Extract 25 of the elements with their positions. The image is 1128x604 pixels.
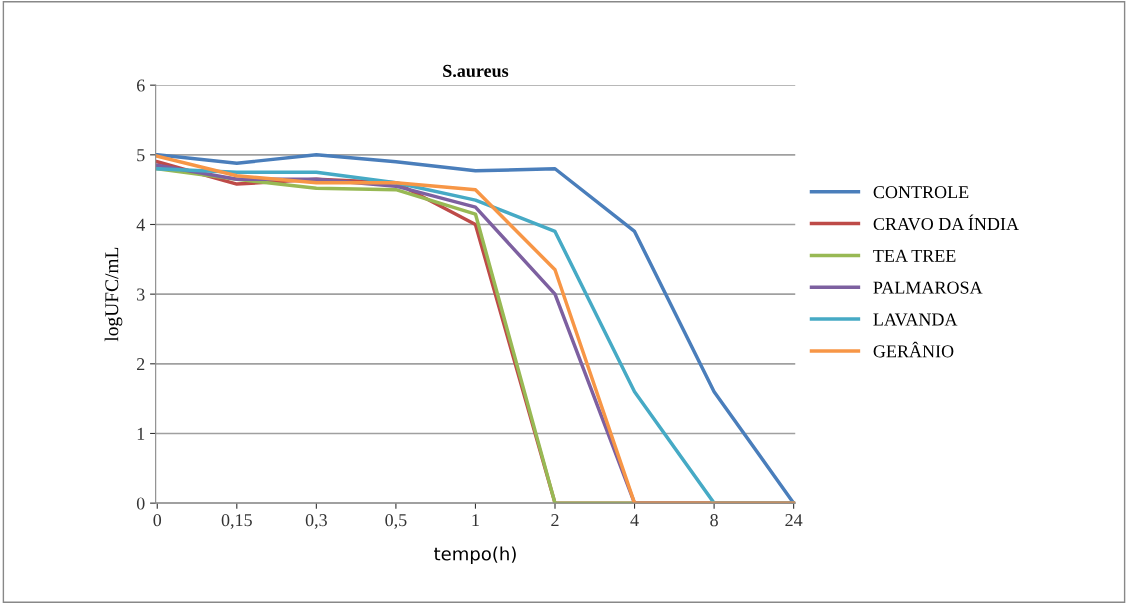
x-tick-label: 0,3 (305, 514, 327, 529)
legend-label: CONTROLE (873, 186, 969, 199)
x-tick-label: 4 (630, 514, 639, 527)
y-tick-label: 4 (136, 218, 145, 231)
legend-label: LAVANDA (873, 313, 958, 326)
x-tick-label: 8 (710, 514, 718, 527)
y-tick-label: 3 (137, 288, 145, 301)
x-tick-label: 0,15 (221, 514, 252, 529)
legend-label: PALMAROSA (873, 281, 983, 294)
chart-title: S.aureus (443, 64, 509, 78)
legend-label: CRAVO DA ÍNDIA (873, 214, 1019, 231)
x-axis-title: tempo(h) (434, 546, 516, 565)
x-tick-label: 0,5 (385, 514, 407, 529)
legend-label: GERÂNIO (873, 341, 954, 358)
y-axis-title: logUFC/mL (104, 247, 123, 342)
x-tick-label: 24 (785, 514, 803, 527)
y-tick-label: 2 (137, 358, 145, 371)
legend-label: TEA TREE (873, 249, 956, 262)
y-tick-label: 0 (136, 497, 145, 510)
x-tick-label: 0 (153, 514, 162, 527)
y-tick-label: 5 (137, 149, 145, 162)
x-tick-label: 2 (551, 514, 559, 527)
y-tick-label: 1 (137, 427, 145, 440)
x-tick-label: 1 (472, 514, 479, 527)
y-tick-label: 6 (137, 79, 145, 92)
